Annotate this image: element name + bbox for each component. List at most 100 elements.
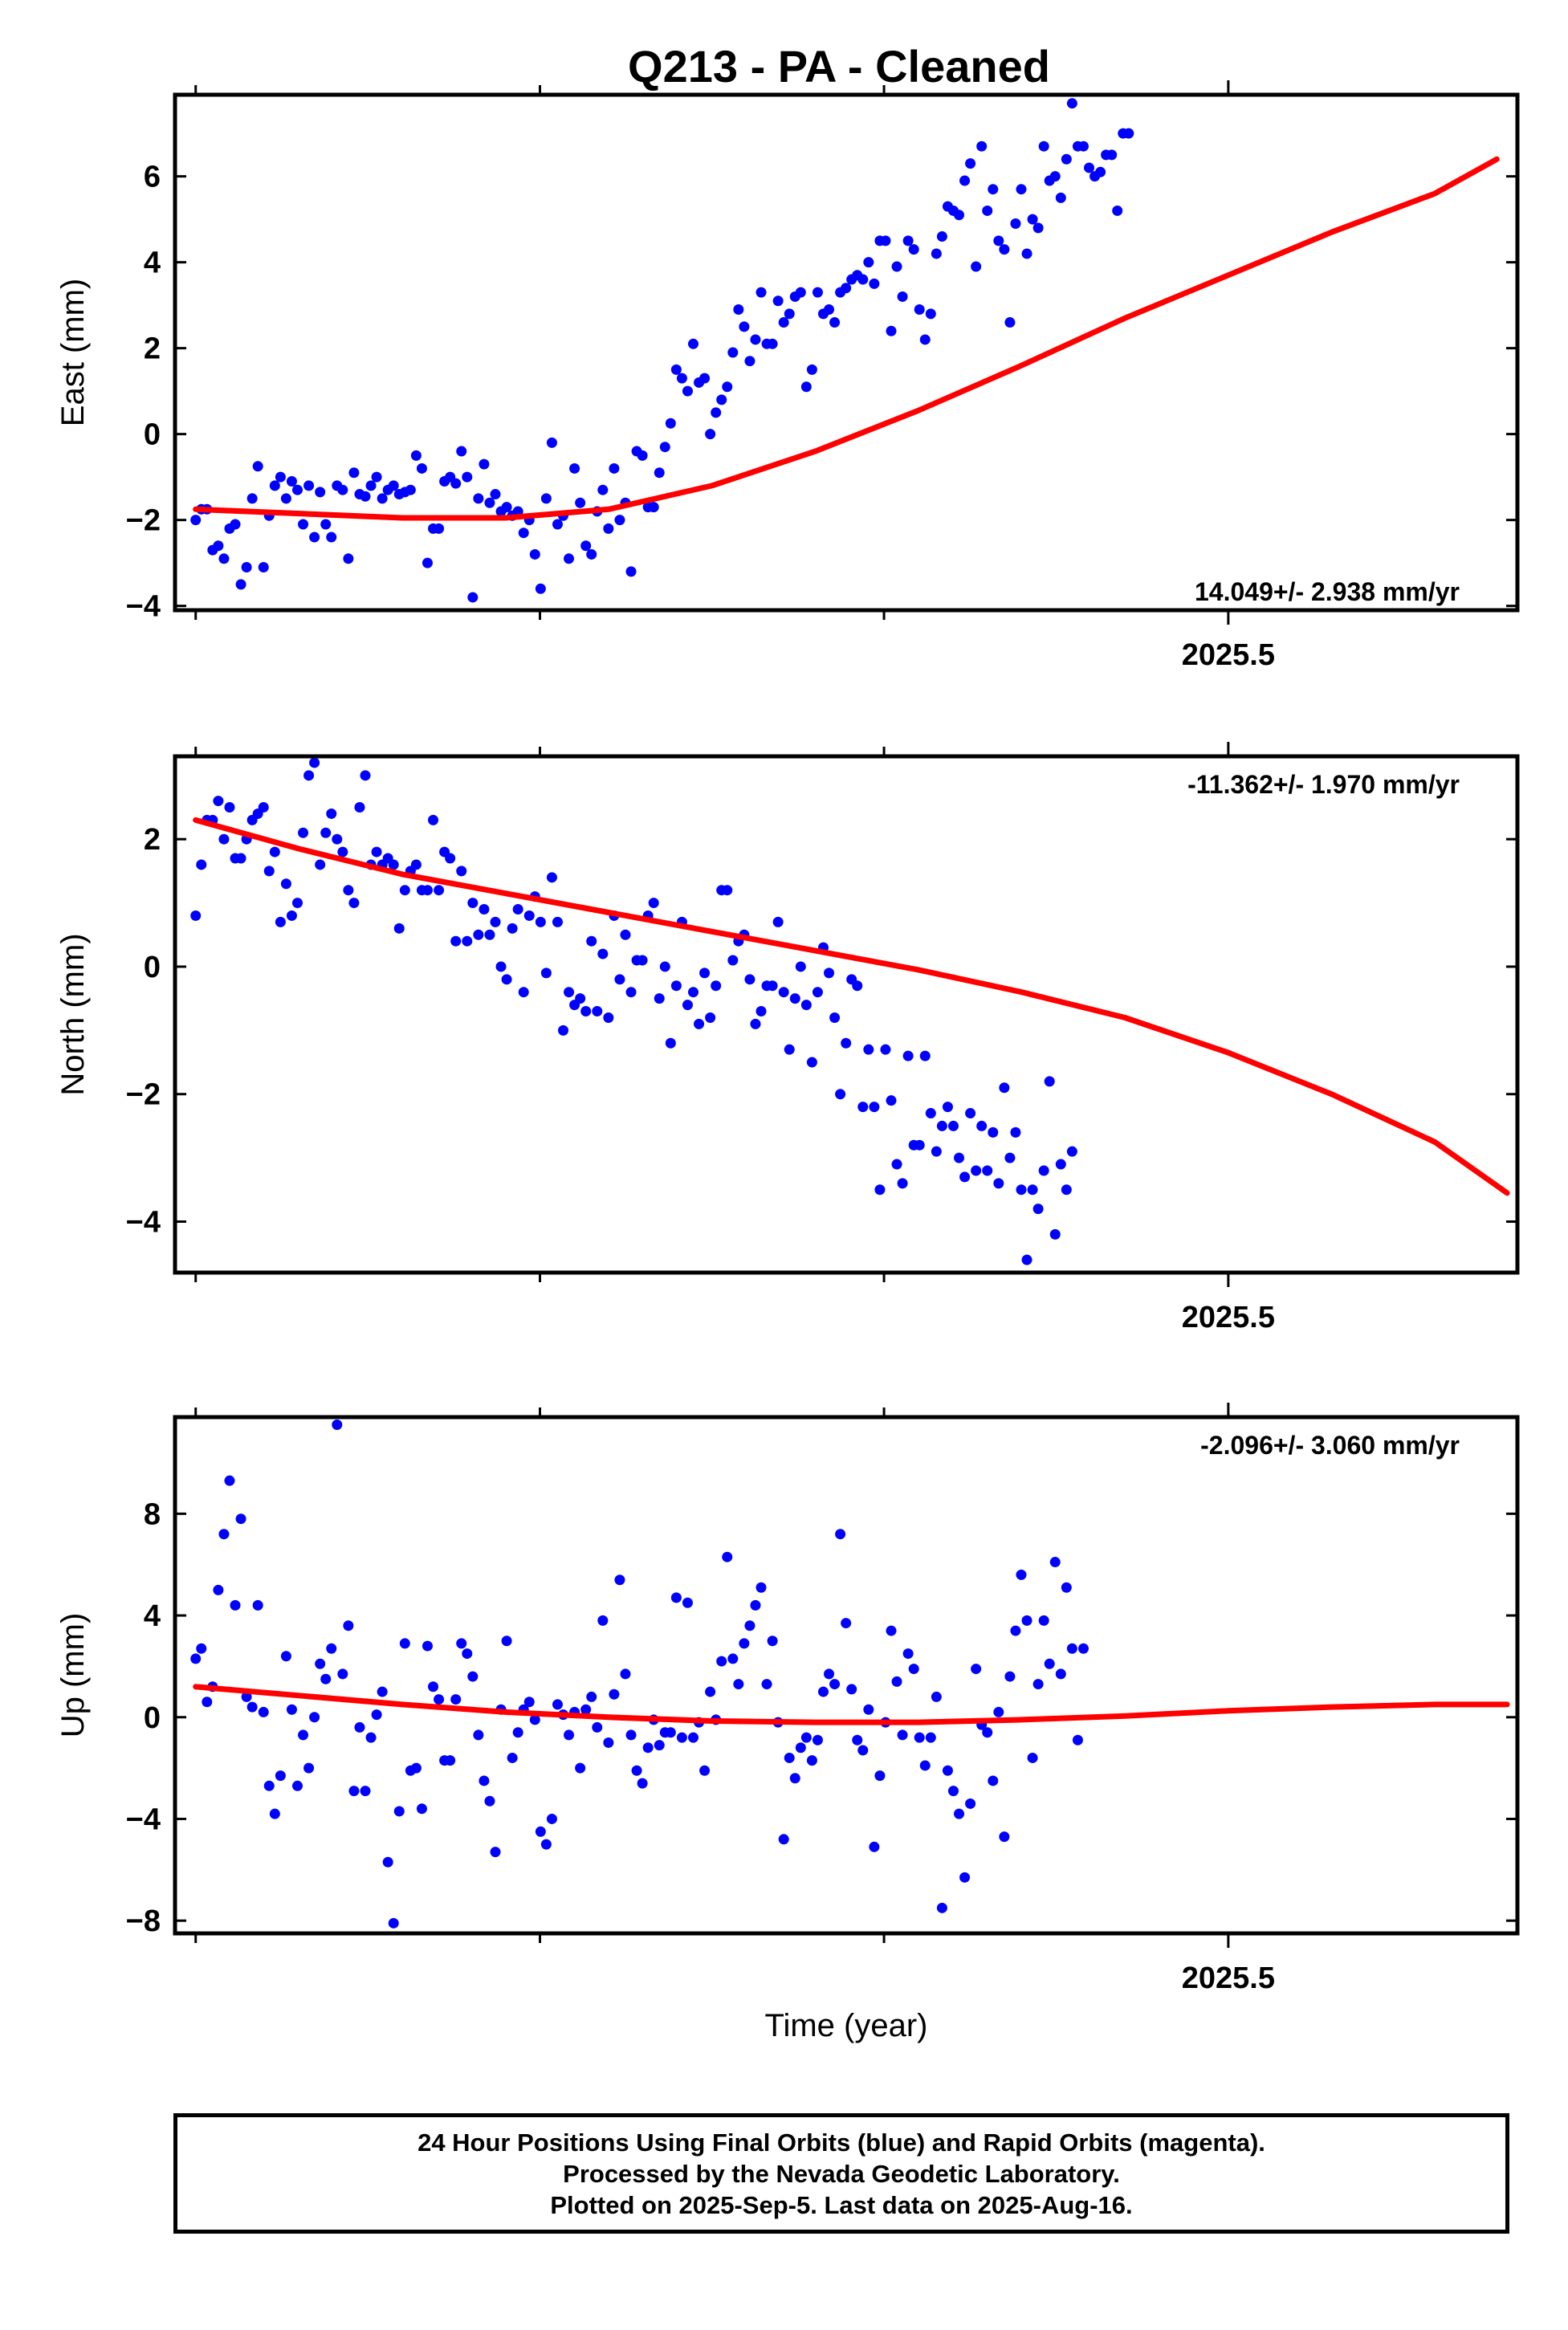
north-data-point xyxy=(880,1044,891,1055)
north-data-point xyxy=(982,1165,993,1176)
up-data-point xyxy=(365,1732,377,1743)
up-data-point xyxy=(332,1420,343,1431)
east-data-point xyxy=(309,532,320,543)
east-data-point xyxy=(377,493,388,504)
north-data-point xyxy=(388,859,399,870)
north-data-point xyxy=(603,1012,614,1023)
up-data-point xyxy=(529,1714,540,1725)
east-data-point xyxy=(258,562,269,572)
north-data-point xyxy=(936,1120,947,1131)
east-panel: −4 −2 0 2 4 6 2025.5 East (mm) 14.049+/- 2.938 m… xyxy=(55,80,1520,672)
up-data-point xyxy=(218,1529,230,1540)
up-data-point xyxy=(309,1712,320,1723)
up-data-point xyxy=(699,1765,711,1776)
up-data-point xyxy=(688,1732,699,1743)
up-data-point xyxy=(733,1679,744,1690)
east-data-point xyxy=(654,467,665,479)
north-data-point xyxy=(422,885,433,896)
footer-line-2: Processed by the Nevada Geodetic Laborat… xyxy=(563,2159,1120,2188)
north-data-point xyxy=(269,846,280,857)
north-ylabel: North (mm) xyxy=(55,933,91,1095)
north-data-point xyxy=(1038,1165,1049,1176)
east-data-point xyxy=(484,497,495,508)
east-data-point xyxy=(552,519,563,530)
east-data-point xyxy=(919,334,931,345)
north-data-point xyxy=(902,1050,914,1061)
up-data-point xyxy=(722,1551,733,1562)
north-data-point xyxy=(1055,1159,1066,1170)
east-data-point xyxy=(841,283,852,294)
east-data-point xyxy=(925,308,936,320)
up-data-point xyxy=(320,1673,332,1684)
north-data-point xyxy=(564,987,575,998)
north-data-point xyxy=(1061,1184,1072,1196)
north-data-point xyxy=(993,1178,1004,1189)
east-data-point xyxy=(609,462,620,474)
north-data-point xyxy=(784,1044,795,1055)
north-data-point xyxy=(874,1184,886,1196)
east-data-point xyxy=(1066,98,1077,109)
east-data-point xyxy=(1038,141,1049,152)
east-data-point xyxy=(298,519,309,530)
up-data-point xyxy=(795,1742,806,1754)
east-data-point xyxy=(727,347,739,358)
up-data-point xyxy=(263,1780,275,1791)
north-data-point xyxy=(795,961,806,972)
east-data-point xyxy=(575,497,586,508)
north-data-point xyxy=(213,796,224,807)
east-data-point xyxy=(755,287,767,298)
up-data-point xyxy=(484,1795,495,1807)
north-data-point xyxy=(863,1044,874,1055)
north-data-point xyxy=(575,993,586,1004)
north-data-point xyxy=(670,980,682,992)
up-data-point xyxy=(1021,1615,1032,1626)
north-data-point xyxy=(434,885,445,896)
up-data-point xyxy=(665,1727,676,1738)
north-data-point xyxy=(337,846,348,857)
north-data-point xyxy=(224,802,235,813)
up-data-point xyxy=(959,1872,971,1883)
east-data-point xyxy=(1112,205,1123,216)
up-data-point xyxy=(337,1668,348,1680)
east-data-point xyxy=(280,493,291,504)
east-data-point xyxy=(190,515,202,526)
up-data-point xyxy=(213,1584,224,1595)
up-data-point xyxy=(919,1760,931,1771)
up-data-point xyxy=(631,1765,642,1776)
east-data-point xyxy=(535,583,546,594)
up-panel: −8 −4 0 4 8 2025.5 Up (mm) -2.096+/- 3.060 mm/y… xyxy=(55,1403,1520,2043)
up-data-point xyxy=(1077,1643,1089,1654)
up-data-point xyxy=(592,1721,603,1733)
up-data-point xyxy=(654,1740,665,1751)
east-data-point xyxy=(315,487,326,498)
up-data-point xyxy=(1016,1569,1027,1580)
north-data-point xyxy=(320,827,332,838)
up-data-point xyxy=(286,1704,297,1715)
up-data-point xyxy=(434,1694,445,1705)
north-data-point xyxy=(614,974,625,985)
up-ylabel: Up (mm) xyxy=(55,1613,91,1738)
up-data-point xyxy=(806,1755,817,1766)
chart-title: Q213 - PA - Cleaned xyxy=(628,41,1050,92)
up-fit-line xyxy=(193,1684,1510,1725)
north-data-point xyxy=(755,1006,767,1017)
east-data-point xyxy=(540,493,552,504)
up-data-point xyxy=(925,1732,936,1743)
up-data-point xyxy=(642,1742,654,1754)
north-data-point xyxy=(806,1057,817,1068)
east-data-point xyxy=(1027,214,1038,225)
up-data-point xyxy=(869,1841,880,1852)
up-data-point xyxy=(258,1706,269,1717)
north-data-point xyxy=(280,878,291,890)
east-data-point xyxy=(230,519,241,530)
north-data-point xyxy=(196,859,207,870)
up-data-point xyxy=(739,1638,750,1649)
east-data-point xyxy=(976,141,988,152)
up-data-point xyxy=(789,1773,800,1784)
up-data-point xyxy=(637,1778,648,1789)
north-data-point xyxy=(869,1102,880,1113)
up-xlabel: Time (year) xyxy=(765,2008,928,2043)
east-data-point xyxy=(744,356,755,367)
east-data-point xyxy=(931,248,942,259)
